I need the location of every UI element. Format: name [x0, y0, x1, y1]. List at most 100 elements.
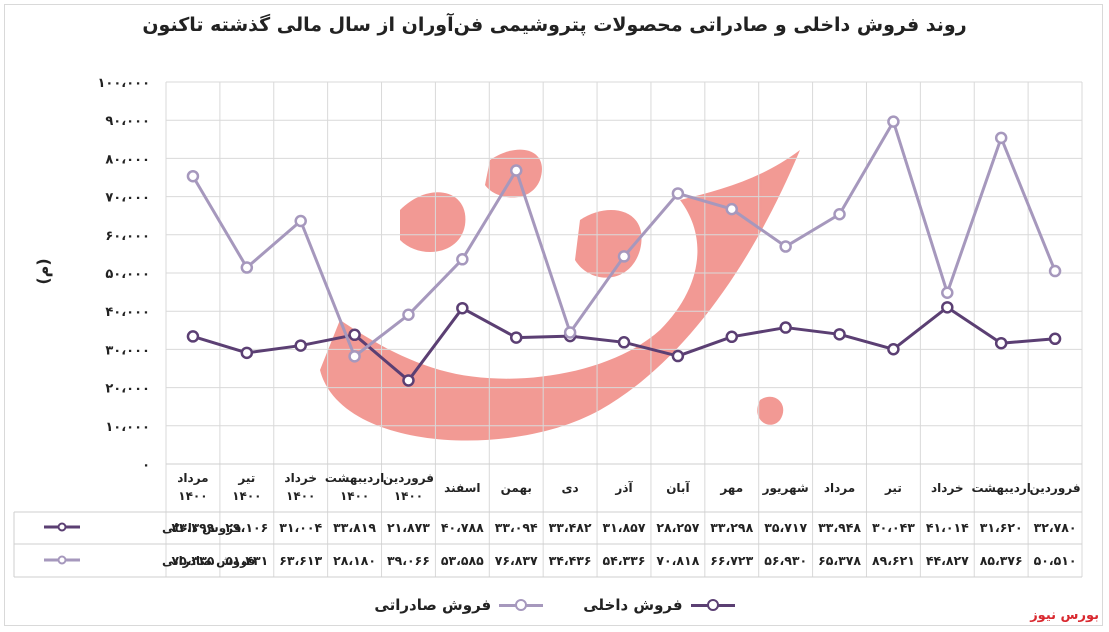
data-point-1	[994, 131, 1008, 145]
data-point-1	[887, 115, 900, 128]
data-label: ۷۰،۸۱۸	[656, 553, 699, 568]
data-label: ۶۶،۷۲۳	[710, 553, 753, 568]
data-label: ۳۳،۲۹۸	[710, 520, 753, 535]
data-label: ۵۰،۵۱۰	[1034, 553, 1077, 568]
data-label: ۳۹،۰۶۶	[387, 553, 430, 568]
x-tick-label: مهر	[719, 481, 743, 495]
y-tick-label: ۰	[142, 458, 150, 473]
x-tick-label: فروردین ۱۴۰۰	[383, 471, 434, 503]
data-point-1	[294, 214, 307, 228]
x-tick-label: بهمن	[501, 481, 532, 495]
x-tick-label: آذر	[614, 480, 633, 495]
data-label: ۳۴،۴۳۶	[549, 553, 592, 568]
data-label: ۳۲،۷۸۰	[1034, 520, 1077, 535]
data-point-1	[456, 253, 469, 266]
x-tick-label: مرداد	[824, 481, 855, 495]
x-tick-label: مرداد ۱۴۰۰	[177, 471, 208, 503]
data-label: ۳۱،۰۰۴	[279, 520, 322, 535]
data-point-0	[617, 336, 631, 349]
data-point-0	[994, 336, 1008, 350]
x-tick-label: فروردین	[1029, 481, 1080, 496]
data-label: ۳۳،۰۹۴	[495, 520, 538, 535]
data-point-0	[348, 328, 361, 342]
x-tick-label: اردیبهشت	[971, 481, 1030, 495]
data-label: ۵۶،۹۳۰	[764, 553, 807, 568]
series-line-1	[191, 120, 1057, 358]
data-point-0	[456, 301, 469, 315]
y-tick-label: ۷۰،۰۰۰	[105, 191, 150, 206]
data-label: ۸۹،۶۲۱	[872, 553, 915, 568]
data-label: ۳۳،۳۹۹	[171, 520, 214, 535]
data-point-0	[186, 330, 200, 343]
y-tick-label: ۱۰،۰۰۰	[105, 420, 150, 435]
data-point-0	[725, 330, 739, 344]
data-label: ۵۳،۵۸۵	[441, 553, 484, 568]
data-label: ۲۸،۱۸۰	[333, 553, 376, 568]
data-point-1	[402, 308, 415, 322]
data-label: ۲۹،۱۰۶	[225, 520, 268, 535]
data-label: ۴۴،۸۲۷	[926, 553, 969, 568]
x-tick-label: آبان	[666, 480, 690, 495]
y-tick-label: ۸۰،۰۰۰	[105, 152, 150, 167]
data-point-1	[941, 286, 954, 300]
data-point-0	[887, 342, 900, 356]
y-tick-label: ۳۰،۰۰۰	[105, 343, 150, 358]
legend-swatch-domestic	[690, 599, 735, 611]
data-point-1	[617, 250, 631, 263]
table-swatch-dot-0	[57, 522, 67, 532]
data-point-1	[186, 169, 200, 183]
y-tick-label: ۱۰۰،۰۰۰	[97, 76, 150, 91]
x-tick-label: خرداد ۱۴۰۰	[284, 471, 317, 503]
data-label: ۷۵،۳۳۵	[171, 553, 214, 568]
data-label: ۷۶،۸۳۷	[495, 553, 538, 568]
legend-swatch-export	[499, 599, 544, 611]
x-tick-label: دی	[562, 481, 579, 495]
legend-label-domestic: فروش داخلی	[583, 596, 683, 614]
data-label: ۵۴،۳۳۶	[603, 553, 646, 568]
data-label: ۵۱،۴۳۱	[225, 553, 268, 568]
data-point-1	[671, 187, 685, 200]
data-label: ۸۵،۳۷۶	[980, 553, 1023, 568]
data-label: ۶۳،۶۱۳	[279, 553, 322, 568]
y-tick-label: ۲۰،۰۰۰	[105, 382, 150, 397]
y-tick-label: ۴۰،۰۰۰	[105, 305, 150, 320]
legend-item-domestic: فروش داخلی	[583, 596, 735, 614]
data-label: ۴۱،۰۱۴	[926, 520, 969, 535]
data-label: ۳۳،۸۱۹	[333, 520, 376, 535]
x-tick-label: اسفند	[444, 481, 480, 495]
data-point-0	[402, 374, 415, 387]
data-label: ۳۵،۷۱۷	[764, 520, 807, 535]
chart-frame	[4, 4, 1103, 626]
legend: فروش داخلی فروش صادراتی	[0, 596, 1109, 614]
data-point-0	[1048, 332, 1062, 346]
data-label: ۲۸،۲۵۷	[656, 520, 699, 535]
data-point-1	[833, 208, 846, 221]
data-point-0	[671, 349, 685, 363]
data-label: ۲۱،۸۷۳	[387, 520, 430, 535]
data-point-1	[725, 202, 739, 216]
brand-label: بورس نیوز	[1030, 608, 1099, 623]
x-tick-label: اردیبهشت ۱۴۰۰	[325, 471, 384, 503]
x-tick-label: شهریور	[762, 481, 809, 496]
data-point-1	[509, 164, 523, 177]
legend-item-export: فروش صادراتی	[374, 596, 544, 614]
data-point-0	[779, 321, 792, 334]
data-point-0	[294, 339, 307, 352]
table-series-name-0: فروش داخلی	[162, 521, 241, 536]
data-point-0	[833, 328, 846, 341]
data-label: ۳۱،۶۲۰	[980, 520, 1023, 535]
x-tick-label: خرداد	[931, 481, 964, 495]
data-point-0	[240, 346, 254, 360]
data-point-1	[240, 261, 254, 274]
data-label: ۳۱،۸۵۷	[603, 520, 646, 535]
table-swatch-dot-1	[57, 555, 67, 565]
chart-title: روند فروش داخلی و صادراتی محصولات پتروشی…	[142, 14, 967, 36]
data-label: ۳۳،۴۸۲	[549, 520, 592, 535]
table-series-name-1: فروش صادراتی	[162, 554, 255, 569]
data-label: ۶۵،۳۷۸	[818, 553, 861, 568]
x-tick-label: تیر ۱۴۰۰	[232, 471, 261, 503]
data-point-0	[509, 331, 523, 344]
data-label: ۳۳،۹۴۸	[818, 520, 861, 535]
data-label: ۳۰،۰۴۳	[872, 520, 915, 535]
